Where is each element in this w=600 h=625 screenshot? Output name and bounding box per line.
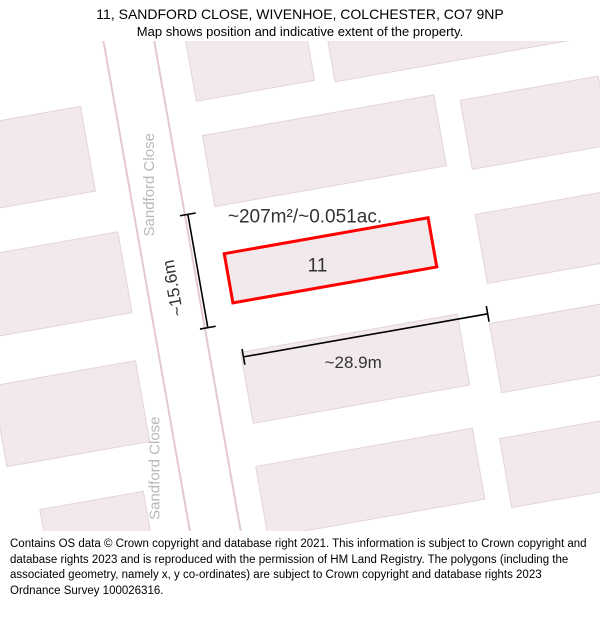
area-label: ~207m²/~0.051ac. xyxy=(228,207,382,228)
page: 11, SANDFORD CLOSE, WIVENHOE, COLCHESTER… xyxy=(0,0,600,625)
street-label: Sandford Close xyxy=(146,416,163,519)
map-container: Sandford CloseSandford Close~28.9m~15.6m… xyxy=(0,41,600,531)
footer-copyright: Contains OS data © Crown copyright and d… xyxy=(0,531,600,609)
header: 11, SANDFORD CLOSE, WIVENHOE, COLCHESTER… xyxy=(0,0,600,41)
street-label: Sandford Close xyxy=(141,133,158,236)
page-title: 11, SANDFORD CLOSE, WIVENHOE, COLCHESTER… xyxy=(10,6,590,22)
property-number: 11 xyxy=(308,255,328,276)
dim-width-label: ~28.9m xyxy=(325,353,382,372)
map-svg: Sandford CloseSandford Close~28.9m~15.6m… xyxy=(0,41,600,531)
page-subtitle: Map shows position and indicative extent… xyxy=(10,24,590,39)
